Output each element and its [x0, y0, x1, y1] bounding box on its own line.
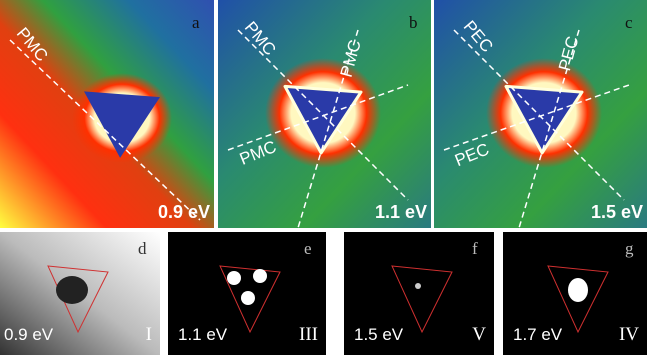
mode-label: III [299, 324, 318, 345]
hot-spot [227, 271, 241, 285]
panel-letter: a [192, 13, 200, 32]
hot-spot [415, 283, 421, 289]
panel-letter: g [625, 239, 634, 258]
panel-letter: c [625, 13, 633, 32]
energy-label: 1.7 eV [513, 325, 563, 344]
mode-label: I [146, 324, 152, 345]
energy-label: 1.1 eV [375, 202, 427, 222]
panel-letter: d [138, 239, 147, 258]
bottom-panel: g 1.7 eV IV [503, 232, 647, 355]
dark-spot [56, 276, 88, 304]
hot-spot [568, 278, 588, 302]
panel-letter: b [409, 13, 418, 32]
mode-label: IV [619, 324, 639, 345]
energy-label: 1.1 eV [178, 325, 228, 344]
hot-spot [253, 269, 267, 283]
energy-label: 0.9 eV [4, 325, 54, 344]
energy-label: 0.9 eV [158, 202, 210, 222]
energy-label: 1.5 eV [591, 202, 643, 222]
hot-spot [241, 291, 255, 305]
bottom-panel: e 1.1 eV III [168, 232, 326, 355]
panel-letter: e [304, 239, 312, 258]
page: PMCa0.9 eVPMCPMCPMCb1.1 eVPECPECPECc1.5 … [0, 0, 647, 355]
bottom-panel: d 0.9 eV I [0, 232, 160, 355]
mode-label: V [472, 324, 486, 345]
figure: PMCa0.9 eVPMCPMCPMCb1.1 eVPECPECPECc1.5 … [0, 0, 647, 355]
panel-letter: f [472, 239, 478, 258]
bottom-panel: f 1.5 eV V [344, 232, 494, 355]
energy-label: 1.5 eV [354, 325, 404, 344]
